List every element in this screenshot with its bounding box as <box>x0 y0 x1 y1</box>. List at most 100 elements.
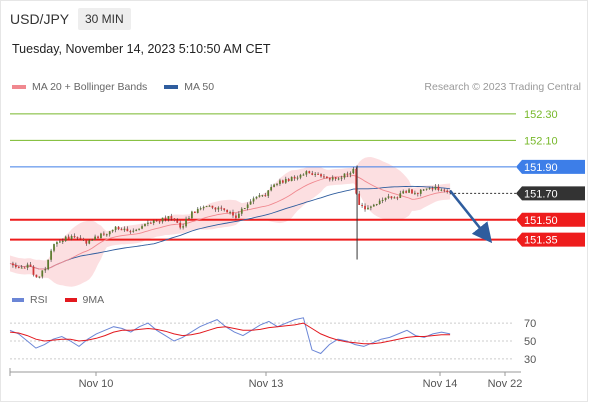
candle-body <box>443 189 446 191</box>
candle-body <box>384 197 387 200</box>
level-label-151.50: 151.50 <box>524 215 558 227</box>
candle-body <box>331 177 334 180</box>
candle-body <box>255 196 258 199</box>
candle-body <box>419 189 422 194</box>
ma50-line <box>9 185 451 270</box>
candle-body <box>164 217 167 220</box>
candle-body <box>393 197 396 199</box>
level-label-152.10: 152.10 <box>524 135 558 147</box>
candle-body <box>70 235 73 240</box>
candle-body <box>196 208 199 213</box>
candle-body <box>355 168 358 194</box>
level-lines <box>10 113 516 241</box>
candle-body <box>64 236 67 241</box>
candle-body <box>12 263 14 266</box>
rsi-tick-70: 70 <box>524 318 536 330</box>
legend-ma20: MA 20 + Bollinger Bands <box>12 81 147 93</box>
candle-body <box>152 220 155 223</box>
candle-body <box>232 212 234 216</box>
candle-body <box>191 211 193 219</box>
candle-body <box>44 269 47 271</box>
candle-body <box>237 213 240 218</box>
candle-body <box>26 264 29 268</box>
legend-ma20-swatch <box>12 85 26 89</box>
candle-body <box>440 189 443 191</box>
rsi-legend: RSI 9MA <box>12 294 121 306</box>
candle-body <box>97 236 99 238</box>
x-tick-label: Nov 14 <box>423 378 458 390</box>
candle-body <box>61 240 64 242</box>
candle-body <box>390 196 393 199</box>
candle-body <box>103 233 105 235</box>
candle-body <box>105 234 108 236</box>
candle-body <box>67 236 70 240</box>
candle-body <box>305 171 308 175</box>
candle-body <box>202 206 205 209</box>
candle-body <box>276 183 278 185</box>
candle-body <box>314 173 317 175</box>
candle-body <box>361 204 363 206</box>
candle-body <box>343 173 346 178</box>
candle-body <box>173 218 176 221</box>
candle-body <box>422 189 425 191</box>
candle-body <box>111 229 114 232</box>
candle-body <box>120 229 123 231</box>
candle-body <box>267 190 270 196</box>
candle-body <box>155 220 158 222</box>
legend-9ma-label: 9MA <box>82 294 105 306</box>
candle-body <box>252 198 255 202</box>
candle-body <box>193 211 196 213</box>
x-tick-label: Nov 22 <box>488 378 523 390</box>
candle-body <box>185 219 187 227</box>
candle-body <box>387 196 390 198</box>
candle-body <box>94 236 96 240</box>
copyright: Research © 2023 Trading Central <box>424 81 581 93</box>
candle-body <box>381 199 384 201</box>
candle-body <box>240 208 243 214</box>
candle-body <box>352 168 355 174</box>
legend-ma50-swatch <box>164 85 179 89</box>
candle-body <box>73 235 76 238</box>
candle-body <box>279 180 281 184</box>
timeframe-badge[interactable]: 30 MIN <box>78 8 131 30</box>
candle-body <box>346 173 349 175</box>
candle-body <box>299 174 302 178</box>
candle-body <box>50 250 52 260</box>
candle-body <box>434 186 437 190</box>
legend-rsi-swatch <box>12 298 24 302</box>
candle-body <box>414 192 416 194</box>
candle-body <box>258 195 261 197</box>
bollinger-band <box>10 157 451 287</box>
candle-body <box>53 244 55 251</box>
candle-body <box>337 178 340 180</box>
candle-body <box>135 229 138 231</box>
candle-body <box>149 222 152 224</box>
report-datetime: Tuesday, November 14, 2023 5:10:50 AM CE… <box>12 42 271 56</box>
candle-body <box>208 205 211 207</box>
x-axis: Nov 10 Nov 13 Nov 14 Nov 22 <box>9 368 523 390</box>
bollinger-band-area <box>10 157 451 287</box>
level-label-152.30: 152.30 <box>524 109 558 121</box>
candle-body <box>264 195 267 197</box>
candle-body <box>176 220 179 223</box>
legend-9ma-swatch <box>64 298 77 302</box>
candle-body <box>144 223 146 227</box>
candle-body <box>138 228 140 230</box>
candle-body <box>17 267 20 269</box>
candle-body <box>14 265 17 268</box>
candle-body <box>293 176 296 179</box>
candle-body <box>161 217 164 222</box>
level-tag-151.90 <box>516 159 585 174</box>
candle-body <box>308 171 311 174</box>
candle-body <box>408 189 410 193</box>
legend-rsi: RSI <box>12 294 48 306</box>
level-label-151.70: 151.70 <box>524 188 558 200</box>
candle-body <box>214 207 217 210</box>
candle-body <box>334 177 337 179</box>
candle-body <box>123 228 126 231</box>
candle-body <box>114 226 117 230</box>
candle-body <box>411 189 413 194</box>
candle-body <box>205 206 208 208</box>
candle-body <box>188 218 190 220</box>
candle-body <box>226 209 229 213</box>
